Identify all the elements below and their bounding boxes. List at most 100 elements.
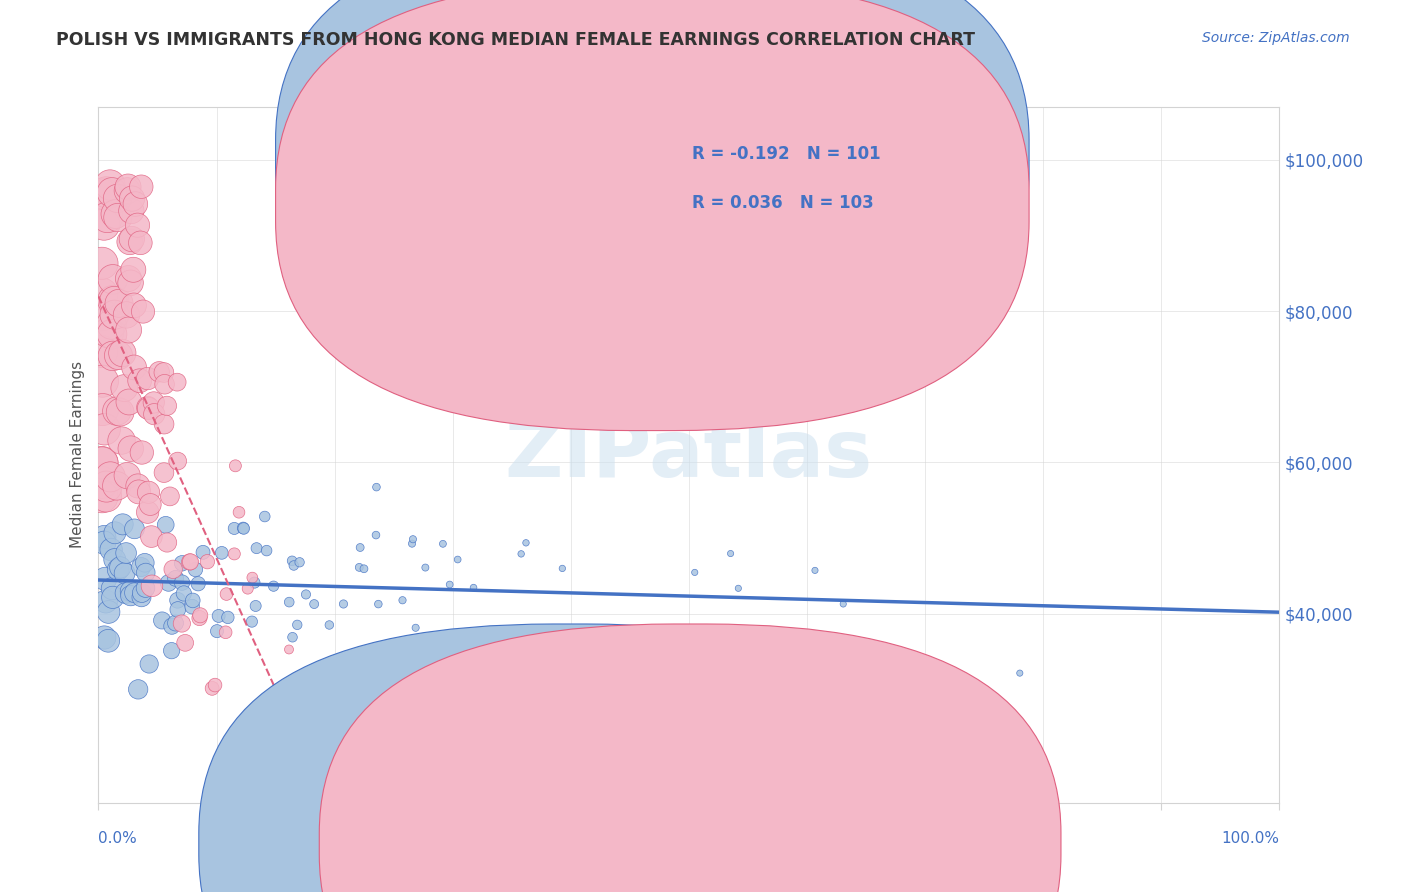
Point [598,624,620,638]
Point [830,638,852,652]
Point [104,207,127,221]
Point [174,636,197,650]
FancyBboxPatch shape [319,624,1062,892]
Point [129,235,152,250]
Point [117,184,139,198]
Point [98,470,121,484]
Point [170,575,193,590]
Point [224,458,246,473]
Point [240,615,263,629]
Point [112,381,135,395]
Point [138,485,160,500]
Point [224,547,246,561]
Point [120,589,142,603]
Point [120,204,142,219]
Point [107,349,129,363]
Point [108,296,131,310]
Point [94,490,117,504]
Point [129,560,152,574]
Point [97,605,120,619]
Point [439,577,461,591]
Point [160,643,183,657]
Text: R = -0.192   N = 101: R = -0.192 N = 101 [693,145,882,163]
Point [156,399,179,413]
Point [114,566,136,581]
Point [415,560,437,574]
Point [93,535,115,549]
Point [159,489,181,503]
Text: POLISH VS IMMIGRANTS FROM HONG KONG MEDIAN FEMALE EARNINGS CORRELATION CHART: POLISH VS IMMIGRANTS FROM HONG KONG MEDI… [56,31,976,49]
Point [94,187,117,202]
FancyBboxPatch shape [276,0,1029,431]
Point [120,276,142,290]
Point [91,308,114,322]
Point [138,657,160,671]
Point [124,586,146,600]
Point [727,582,749,596]
Text: ZIPatlas: ZIPatlas [505,416,873,494]
Point [124,197,146,211]
Point [349,560,371,574]
Point [155,517,177,532]
Point [349,541,371,555]
Point [91,456,114,470]
Point [236,582,259,596]
Point [132,304,155,318]
Point [628,640,651,655]
Point [172,556,194,570]
Point [191,545,214,559]
Point [211,546,233,560]
Point [208,609,231,624]
Point [179,555,201,569]
Text: Source: ZipAtlas.com: Source: ZipAtlas.com [1202,31,1350,45]
Point [141,530,163,544]
Point [122,298,145,312]
Y-axis label: Median Female Earnings: Median Female Earnings [69,361,84,549]
Point [115,468,138,483]
Point [278,595,301,609]
Point [256,543,278,558]
Point [401,536,423,550]
Point [832,597,855,611]
Point [402,533,425,547]
Point [101,582,124,596]
Point [173,586,195,600]
Point [165,571,187,585]
Point [136,401,159,415]
Point [134,556,156,570]
Point [405,621,427,635]
Point [93,631,115,645]
Point [121,192,143,206]
Point [120,442,142,456]
Point [103,293,125,308]
Point [105,479,128,493]
Point [278,642,301,657]
Point [110,434,132,448]
Point [127,682,149,697]
Point [153,366,176,380]
Point [332,597,354,611]
Point [91,187,114,202]
Point [245,541,267,556]
Point [302,597,325,611]
Point [128,484,150,499]
Point [139,498,162,512]
Point [121,232,143,246]
Point [93,530,115,544]
Point [117,271,139,285]
Point [101,591,124,605]
Point [367,597,389,611]
Point [510,547,533,561]
Point [283,558,305,573]
Point [162,562,184,576]
Point [107,211,129,225]
Point [117,323,139,337]
Point [96,480,118,494]
Point [263,579,285,593]
Text: Immigrants from Hong Kong: Immigrants from Hong Kong [717,836,934,851]
FancyBboxPatch shape [276,0,1029,382]
Point [131,586,153,600]
Point [288,555,311,569]
Point [281,554,304,568]
Point [94,594,117,608]
